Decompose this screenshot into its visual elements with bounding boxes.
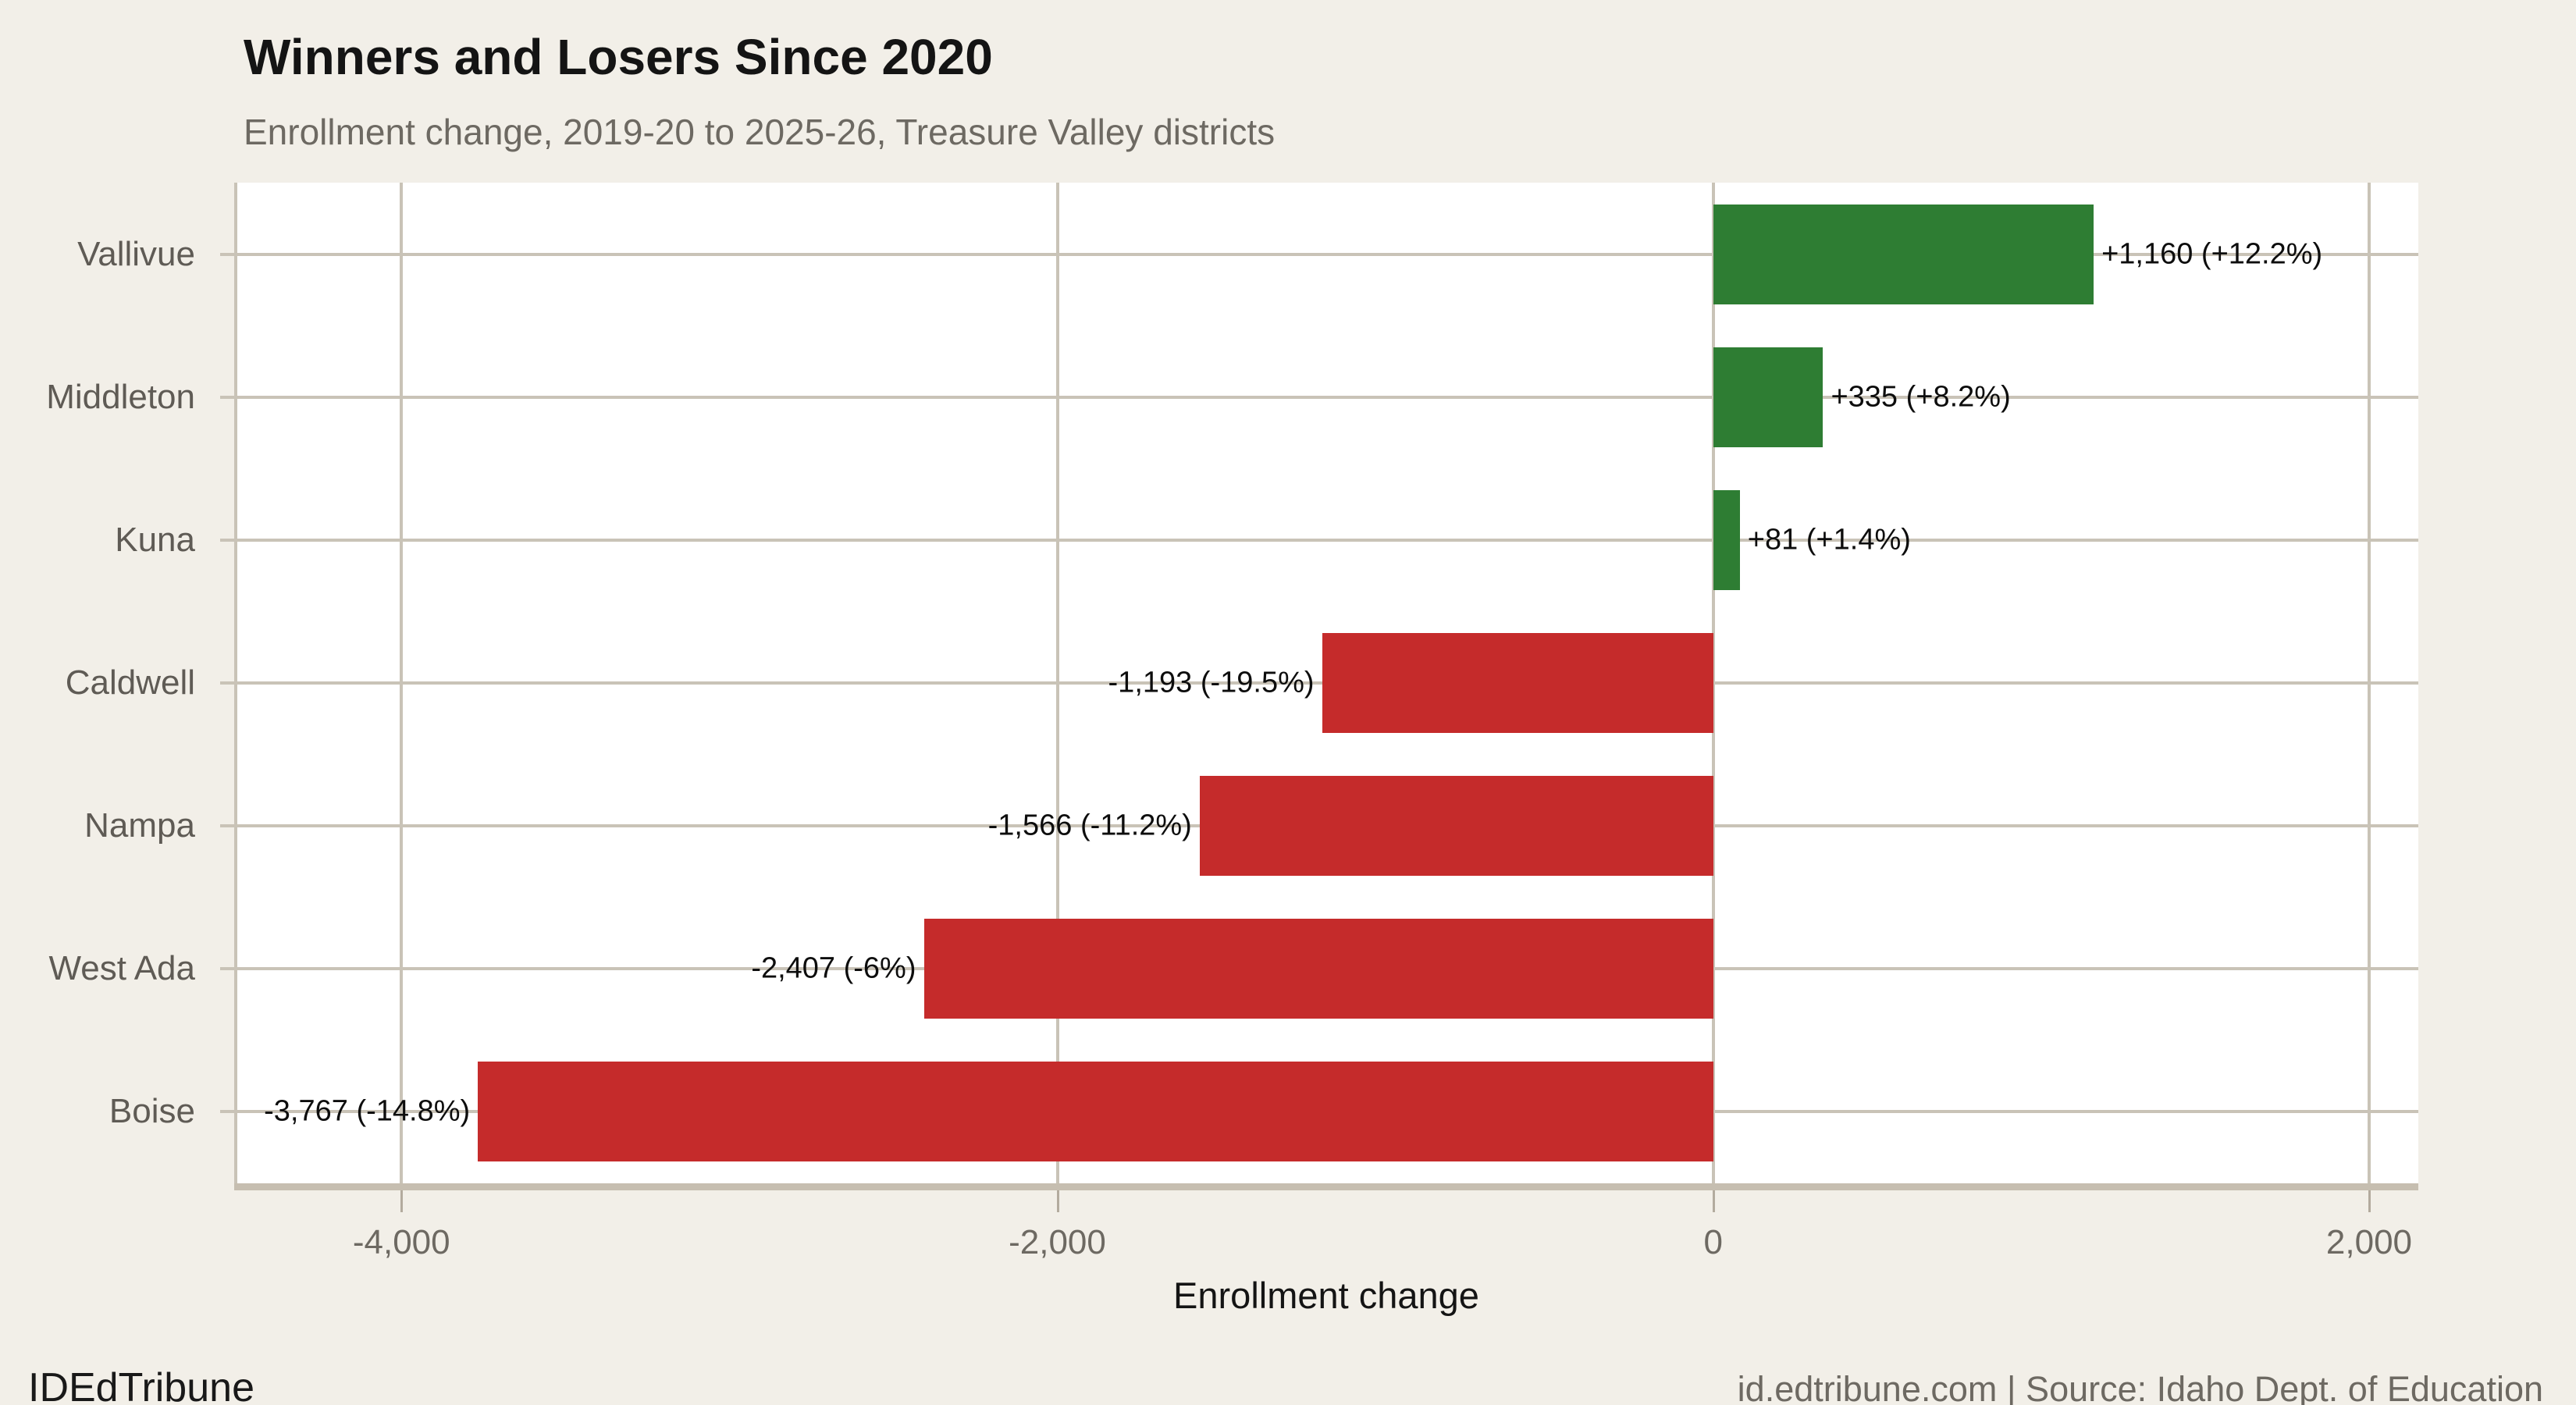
bar [923,919,1713,1019]
bar-value-label: -3,767 (-14.8%) [264,1094,471,1128]
bar [1713,347,1823,447]
category-label: Caldwell [65,663,195,702]
bar [1322,632,1713,733]
x-axis-ticks: -4,000 -2,000 0 2,000 [234,1190,2418,1284]
y-axis-line [234,183,237,1183]
bar-value-label: +1,160 (+12.2%) [2101,237,2323,271]
bar-value-label: +335 (+8.2%) [1831,380,2011,414]
bar-row: +335 (+8.2%) Middleton [46,325,2418,468]
bar-row: -1,566 (-11.2%) Nampa [84,755,2418,898]
bar [1713,489,1740,590]
bar-value-label: -1,193 (-19.5%) [1108,666,1315,699]
x-tick [1056,1190,1059,1212]
bar [1199,776,1713,877]
x-tick [2368,1190,2371,1212]
footer-source: id.edtribune.com | Source: Idaho Dept. o… [1737,1369,2543,1405]
bar-value-label: -2,407 (-6%) [751,951,916,985]
bar [478,1062,1713,1162]
x-tick-label: 2,000 [2325,1223,2413,1261]
category-label: Boise [109,1092,195,1131]
bar-row: -1,193 (-19.5%) Caldwell [66,611,2418,754]
x-axis-title: Enrollment change [1173,1275,1479,1316]
category-label: West Ada [48,949,195,988]
plot-area: +1,160 (+12.2%) Vallivue +335 (+8.2%) Middl… [46,183,2418,1183]
bar [1713,204,2094,304]
category-label: Vallivue [77,234,195,273]
footer-brand: IDEdTribune [28,1365,254,1405]
bar-row: -3,767 (-14.8%) Boise [109,1040,2418,1183]
h-gridline [220,538,2418,542]
x-tick [400,1190,404,1212]
x-axis-line [234,1183,2418,1190]
chart-subtitle: Enrollment change, 2019-20 to 2025-26, T… [244,112,1276,152]
category-label: Kuna [115,520,195,559]
h-gridline [220,252,2418,256]
h-gridline [220,395,2418,399]
x-tick-label: -2,000 [1009,1223,1106,1261]
footer: IDEdTribune id.edtribune.com | Source: I… [28,1364,2543,1405]
h-gridline [220,681,2418,685]
chart-title: Winners and Losers Since 2020 [244,29,993,85]
bar-value-label: +81 (+1.4%) [1747,523,1911,557]
bar-row: -2,407 (-6%) West Ada [48,898,2418,1040]
bar-row: +81 (+1.4%) Kuna [115,468,2418,611]
bar-row: +1,160 (+12.2%) Vallivue [77,183,2418,325]
category-label: Middleton [46,377,195,416]
category-label: Nampa [84,806,195,845]
bar-value-label: -1,566 (-11.2%) [987,809,1192,842]
x-tick-label: 0 [1703,1223,1723,1261]
x-tick-label: -4,000 [352,1223,450,1261]
x-tick [1712,1190,1715,1212]
